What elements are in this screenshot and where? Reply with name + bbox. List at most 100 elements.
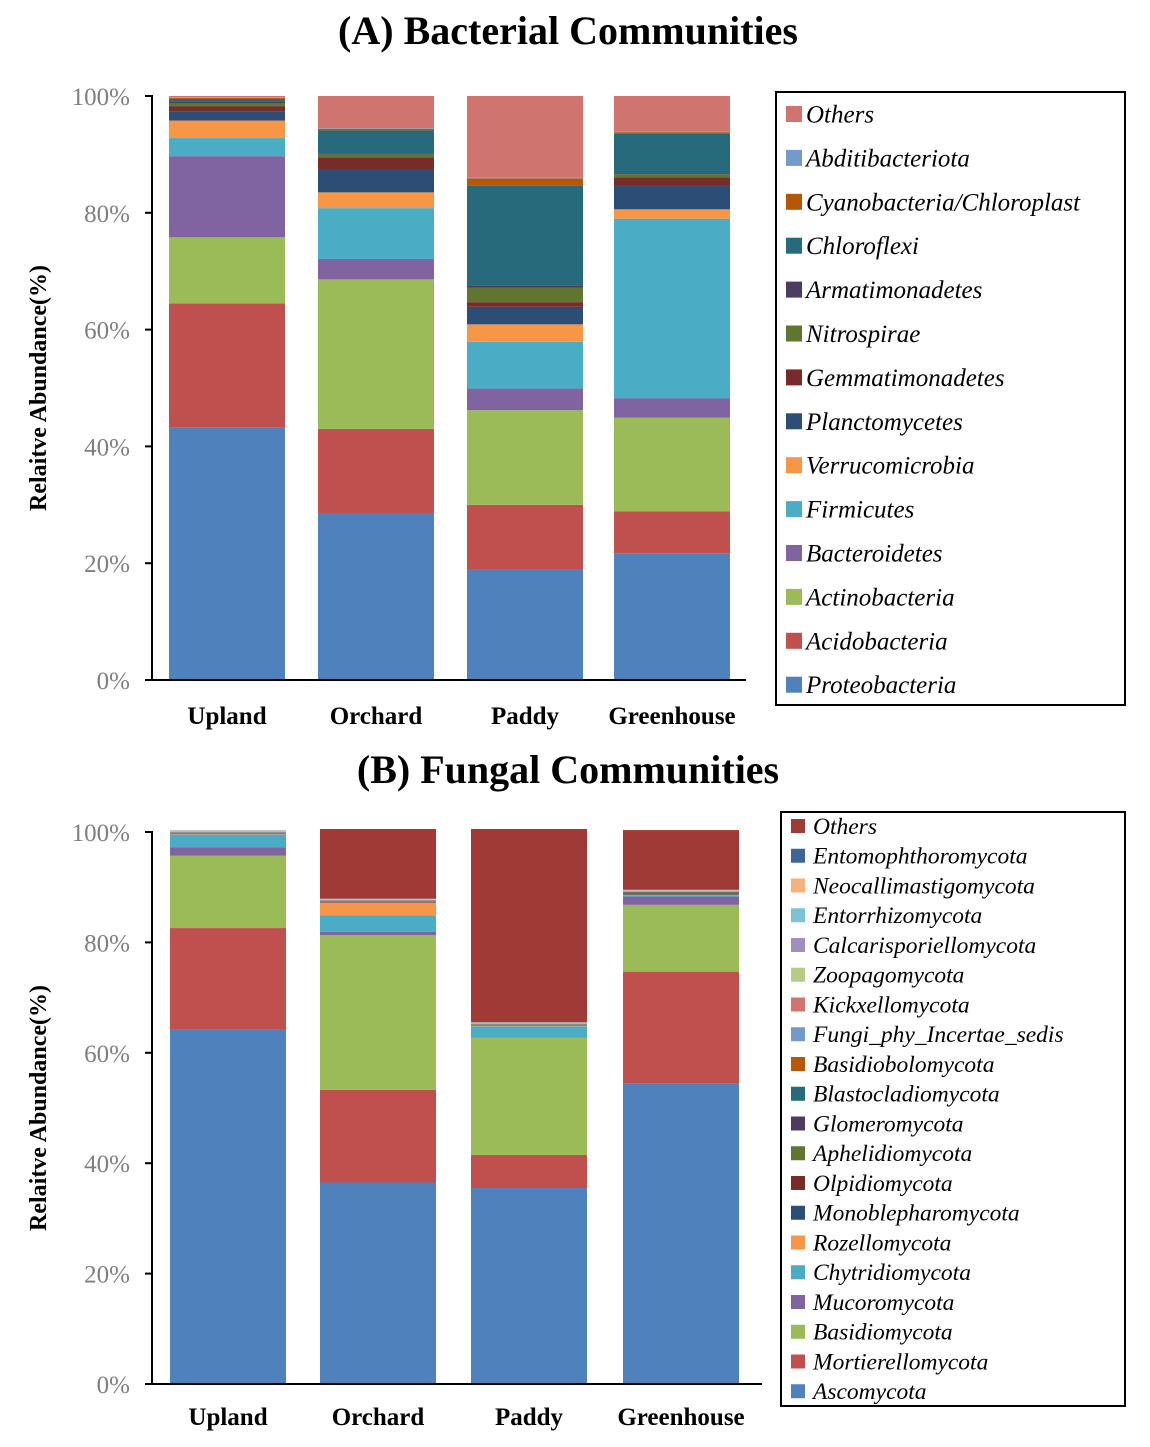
bar-segment-paddy-bacteroidetes [467, 388, 583, 411]
legend-swatch [786, 106, 802, 122]
legend-label: Aphelidiomycota [811, 1141, 972, 1167]
legend-swatch [791, 819, 805, 833]
legend-label: Glomeromycota [813, 1111, 964, 1137]
legend-swatch [786, 325, 802, 342]
legend-swatch [791, 1086, 805, 1101]
bar-segment-upland-planctomycetes [169, 111, 285, 121]
legend-swatch [786, 632, 802, 649]
legend: Others Entomophthoromycota Neocallimastigo… [780, 811, 1126, 1407]
bar-segment-orchard-firmicutes [318, 208, 434, 259]
x-tick-label: Greenhouse [617, 1404, 744, 1431]
bar-segment-greenhouse-acidobacteria [614, 511, 730, 554]
bar-segment-orchard-others [318, 96, 434, 129]
chart-panel-fungal: (B) Fungal Communities Relaitve Abundance… [26, 747, 1126, 1431]
legend-swatch [786, 369, 802, 386]
bar-segment-orchard-proteobacteria [318, 512, 434, 680]
bar-segment-paddy-others [467, 96, 583, 178]
bar-segment-orchard-chloroflexi [318, 130, 434, 154]
legend-label: Olpidiomycota [813, 1171, 953, 1197]
bar-segment-greenhouse-mortierellomycota [623, 971, 739, 1084]
x-tick-label: Greenhouse [608, 703, 735, 730]
legend-swatch [786, 413, 802, 430]
legend-label: Abditibacteriota [804, 145, 970, 172]
legend-swatch [791, 938, 805, 952]
legend-label: Blastocladiomycota [813, 1082, 1000, 1108]
legend-label: Firmicutes [805, 497, 914, 524]
bar-segment-orchard-armatimonadetes [318, 153, 434, 155]
legend-label: Armatimonadetes [804, 277, 982, 304]
legend-label: Proteobacteria [805, 672, 956, 699]
bar-segment-upland-chytridiomycota [170, 834, 286, 848]
legend-swatch [791, 878, 805, 893]
bar-segment-greenhouse-armatimonadetes [614, 173, 730, 175]
bar-segment-orchard-acidobacteria [318, 428, 434, 513]
bar-segment-orchard-aphelidiomycota [320, 901, 436, 902]
legend-swatch [791, 1176, 805, 1190]
bar-segment-greenhouse-actinobacteria [614, 417, 730, 512]
legend-label: Chloroflexi [806, 233, 919, 260]
bar-segment-greenhouse-firmicutes [614, 218, 730, 399]
y-tick-label: 60% [84, 318, 130, 345]
bar-segment-paddy-nitrospirae [467, 287, 583, 303]
legend-label: Acidobacteria [804, 628, 948, 655]
x-tick-label: Paddy [495, 1404, 564, 1431]
bar-segment-paddy-ascomycota [471, 1188, 587, 1384]
bar-segment-greenhouse-planctomycetes [614, 185, 730, 210]
legend-box [775, 91, 1126, 706]
legend-swatch [791, 997, 805, 1012]
legend-label: Entorrhizomycota [812, 903, 982, 929]
bar-segment-greenhouse-verrucomicrobia [614, 209, 730, 219]
bar-segment-upland-abditibacteriota [169, 97, 285, 98]
bar-segment-greenhouse-aphelidiomycota [623, 892, 739, 895]
bar-segment-orchard-cyanobacteria-chloroplast [318, 128, 434, 131]
bar-segment-paddy-planctomycetes [467, 306, 583, 325]
legend-label: Others [806, 102, 874, 129]
bar-segment-orchard-basidiomycota [320, 935, 436, 1090]
legend-swatch [791, 908, 805, 923]
bar-segment-paddy-rozellomycota [471, 1025, 587, 1027]
bar-segment-orchard-gemmatimonadetes [318, 157, 434, 169]
legend-swatch [791, 1027, 805, 1042]
bar-segment-paddy-mortierellomycota [471, 1154, 587, 1189]
bar-segment-upland-chloroflexi [169, 98, 285, 102]
bar-segment-upland-actinobacteria [169, 237, 285, 304]
bar-segment-upland-acidobacteria [169, 303, 285, 428]
bar-segment-upland-firmicutes [169, 138, 285, 157]
legend-label: Cyanobacteria/Chloroplast [806, 189, 1081, 216]
legend-swatch [791, 1384, 805, 1399]
bar-segment-paddy-mucoromycota [471, 1037, 587, 1038]
chart-title: (A) Bacterial Communities [338, 8, 798, 53]
legend-swatch [791, 1057, 805, 1071]
bar-segment-paddy-proteobacteria [467, 569, 583, 680]
legend-label: Actinobacteria [804, 584, 955, 611]
legend-label: Rozellomycota [812, 1230, 951, 1256]
legend-swatch [791, 1295, 805, 1309]
bar-segment-greenhouse-chytridiomycota [623, 895, 739, 897]
bar-segment-orchard-rozellomycota [320, 902, 436, 916]
bar-segment-upland-verrucomicrobia [169, 120, 285, 139]
bar-segment-paddy-chytridiomycota [471, 1026, 587, 1038]
legend-swatch [791, 1205, 805, 1220]
bar-segment-greenhouse-cyanobacteria-chloroplast [614, 132, 730, 134]
x-tick-label: Upland [188, 1404, 267, 1431]
bar-segment-upland-others [169, 96, 285, 98]
bar-segment-greenhouse-gemmatimonadetes [614, 177, 730, 186]
legend-swatch [786, 281, 802, 298]
bar-segment-greenhouse-others [623, 830, 739, 890]
bar-segment-orchard-mucoromycota [320, 931, 436, 936]
y-tick-label: 0% [97, 668, 130, 695]
legend-label: Kickxellomycota [812, 992, 970, 1018]
legend-swatch [786, 193, 802, 210]
legend-label: Chytridiomycota [813, 1260, 971, 1286]
bar-segment-orchard-ascomycota [320, 1182, 436, 1384]
x-tick-label: Upland [187, 703, 266, 730]
x-tick-label: Paddy [491, 703, 560, 730]
legend-label: Verrucomicrobia [806, 453, 975, 480]
legend-swatch [786, 545, 802, 561]
legend-label: Basidiomycota [813, 1320, 953, 1346]
legend-swatch [791, 848, 805, 863]
legend-swatch [786, 588, 802, 605]
legend-label: Gemmatimonadetes [806, 365, 1005, 392]
